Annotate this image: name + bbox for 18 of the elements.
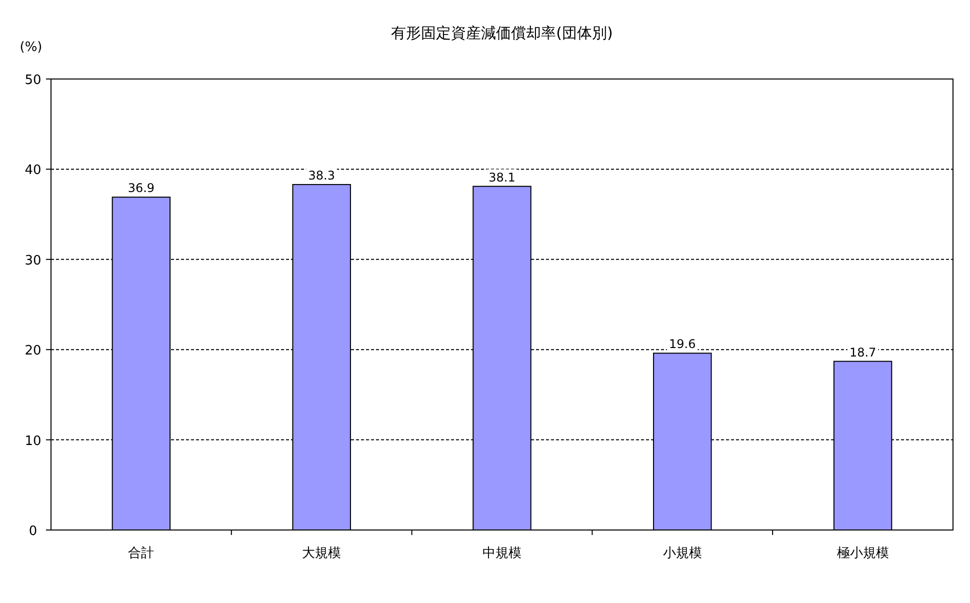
y-tick-label: 10 [24, 434, 42, 449]
x-tick-label: 極小規模 [836, 546, 889, 561]
x-tick-label: 合計 [128, 546, 154, 561]
y-tick-label: 20 [24, 344, 42, 359]
y-axis-title: (%) [20, 40, 42, 55]
data-label: 38.1 [488, 170, 516, 184]
data-label: 19.6 [669, 337, 696, 352]
x-tick-label: 中規模 [482, 546, 522, 561]
y-tick-label: 0 [28, 524, 38, 539]
y-tick-label: 50 [24, 73, 42, 88]
data-label: 18.7 [849, 345, 876, 360]
data-label: 38.3 [308, 168, 335, 183]
data-label: 36.9 [128, 181, 155, 196]
y-tick-label: 30 [24, 253, 42, 268]
x-tick-label: 大規模 [302, 546, 342, 561]
chart-title: 有形固定資産減価償却率(団体別) [391, 24, 613, 42]
y-tick-label: 40 [24, 163, 42, 178]
x-tick-label: 小規模 [662, 546, 702, 561]
